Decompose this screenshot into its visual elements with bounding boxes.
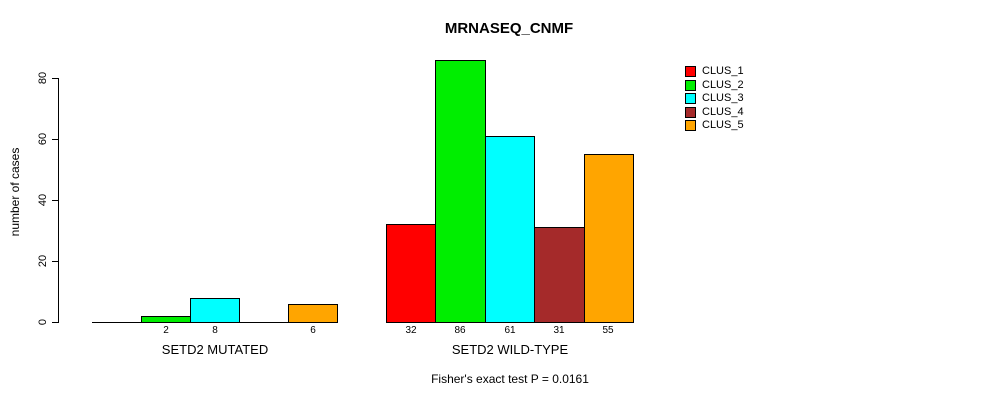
chart-title: MRNASEQ_CNMF [444,20,574,37]
y-axis-line [58,78,59,323]
bar-value-label: 8 [212,325,218,336]
legend-label-clus_5: CLUS_5 [702,119,744,131]
legend-swatch-clus_3 [685,93,696,104]
bar-clus_3-mutated [190,298,240,323]
bar-clus_5-wild-type [584,154,634,323]
x-group-label: SETD2 WILD-TYPE [451,342,569,357]
bar-clus_1-wild-type [386,224,436,323]
legend-label-clus_4: CLUS_4 [702,106,744,118]
legend-label-clus_3: CLUS_3 [702,92,744,104]
bar-clus_2-wild-type [435,60,486,323]
legend-swatch-clus_1 [685,66,696,77]
bar-value-label: 2 [163,325,169,336]
x-group-label: SETD2 MUTATED [161,342,269,357]
bar-value-label: 61 [504,325,516,336]
legend-label-clus_1: CLUS_1 [702,65,744,77]
y-tick [52,200,58,201]
bar-value-label: 31 [553,325,565,336]
bar-value-label: 55 [602,325,614,336]
bar-value-label: 6 [310,325,316,336]
legend-swatch-clus_2 [685,80,696,91]
y-tick [52,322,58,323]
y-tick [52,78,58,79]
bar-clus_5-mutated [288,304,338,323]
bar-value-label: 86 [454,325,466,336]
y-tick [52,139,58,140]
bar-value-label: 32 [405,325,417,336]
legend-swatch-clus_4 [685,107,696,118]
y-tick [52,261,58,262]
legend-label-clus_2: CLUS_2 [702,79,744,91]
statistical-test-annotation: Fisher's exact test P = 0.0161 [431,372,589,386]
legend-swatch-clus_5 [685,120,696,131]
